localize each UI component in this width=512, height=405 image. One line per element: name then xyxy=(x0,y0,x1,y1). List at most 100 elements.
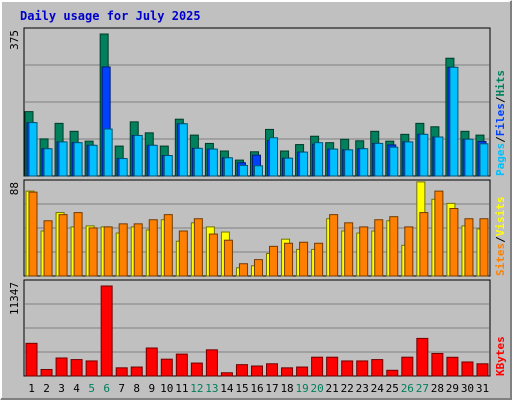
legend-kbytes: KBytes xyxy=(494,336,507,376)
day-label: 6 xyxy=(103,382,110,395)
sites-bar xyxy=(28,191,38,277)
day-label: 30 xyxy=(461,382,474,395)
day-label: 15 xyxy=(235,382,248,395)
day-label: 7 xyxy=(118,382,125,395)
pages-bar xyxy=(208,148,218,177)
sites-bar xyxy=(238,263,248,277)
day-label: 24 xyxy=(371,382,385,395)
pages-bar xyxy=(133,134,143,177)
day-label: 29 xyxy=(446,382,459,395)
kbytes-bar xyxy=(160,358,173,377)
legend-hits: Hits xyxy=(494,70,507,97)
legend-separator: / xyxy=(494,136,507,143)
day-label: 17 xyxy=(265,382,278,395)
kbytes-bar xyxy=(55,357,68,377)
day-label: 18 xyxy=(280,382,293,395)
sites-bar xyxy=(374,219,384,277)
pages-bar xyxy=(419,133,429,177)
legend-pages: Pages xyxy=(494,143,507,176)
sites-bar xyxy=(223,239,233,277)
kbytes-bar xyxy=(175,353,188,377)
sites-bar xyxy=(479,218,489,277)
kbytes-bar xyxy=(401,356,414,377)
pages-bar xyxy=(329,148,339,177)
kbytes-bar xyxy=(461,361,474,377)
kbytes-bar xyxy=(100,285,113,377)
pages-bar xyxy=(253,165,263,177)
sites-bar xyxy=(344,222,354,277)
kbytes-bar xyxy=(296,366,309,377)
kbytes-bar xyxy=(130,366,143,377)
kbytes-bar xyxy=(25,342,38,377)
day-label: 20 xyxy=(311,382,324,395)
day-label: 25 xyxy=(386,382,399,395)
kbytes-bar xyxy=(115,367,128,377)
sites-bar xyxy=(434,190,444,277)
day-label: 12 xyxy=(190,382,203,395)
kbytes-bar xyxy=(356,360,369,377)
day-label: 11 xyxy=(175,382,188,395)
day-label: 16 xyxy=(250,382,263,395)
kbytes-bar xyxy=(85,360,98,377)
kbytes-bar xyxy=(431,352,444,377)
x-axis-day-labels: 1 2 3 4 5 6 7 8 9 10 11 12 13 14 15 16 17 18 19 20 21 22 23 24 2… xyxy=(28,382,489,395)
panel-legend: KBytes xyxy=(494,336,507,376)
pages-bar xyxy=(314,142,324,177)
sites-bar xyxy=(133,223,143,277)
day-label: 21 xyxy=(326,382,339,395)
sites-bar xyxy=(148,219,158,277)
kbytes-bar xyxy=(70,359,83,377)
legend-separator: / xyxy=(494,236,507,243)
kbytes-bar xyxy=(371,359,384,377)
pages-bar xyxy=(58,141,68,177)
legend-files: Files xyxy=(494,103,507,136)
day-label: 23 xyxy=(356,382,369,395)
pages-bar xyxy=(43,148,53,177)
pages-bar xyxy=(103,128,113,177)
kbytes-bar xyxy=(341,360,354,377)
pages-bar xyxy=(28,122,38,177)
pages-bar xyxy=(118,158,128,177)
day-label: 28 xyxy=(431,382,444,395)
day-label: 4 xyxy=(73,382,80,395)
day-label: 31 xyxy=(476,382,489,395)
pages-bar xyxy=(464,138,474,177)
pages-bar xyxy=(178,123,188,177)
pages-bar xyxy=(479,143,489,177)
sites-bar xyxy=(163,214,173,277)
chart-panels: 375Pages/Files/Hits88Sites/Visits11347KB… xyxy=(8,27,507,377)
sites-bar xyxy=(58,214,68,277)
day-label: 14 xyxy=(220,382,234,395)
day-label: 19 xyxy=(295,382,308,395)
pages-bar xyxy=(73,142,83,177)
pages-bar xyxy=(434,136,444,177)
sites-bar xyxy=(253,259,263,277)
visits-sites-panel: 88 Sites/Visits xyxy=(8,179,507,277)
day-label: 22 xyxy=(341,382,354,395)
day-label: 13 xyxy=(205,382,218,395)
sites-bar xyxy=(464,218,474,277)
sites-bar xyxy=(404,226,414,277)
kbytes-bar xyxy=(476,363,489,377)
pages-bar xyxy=(404,141,414,177)
legend-visits: Visits xyxy=(494,197,507,237)
pages-bar xyxy=(148,144,158,177)
kbytes-bar xyxy=(446,356,459,377)
pages-bar xyxy=(88,144,98,177)
day-label: 8 xyxy=(133,382,140,395)
pages-bar xyxy=(269,137,279,177)
sites-bar xyxy=(43,220,53,277)
kbytes-bar xyxy=(311,356,324,377)
kbytes-bar xyxy=(386,369,399,377)
panel-legend: Pages/Files/Hits xyxy=(494,70,507,176)
day-label: 26 xyxy=(401,382,414,395)
pages-bar xyxy=(374,142,384,177)
sites-bar xyxy=(389,216,399,277)
sites-bar xyxy=(103,226,113,277)
sites-bar xyxy=(359,226,369,277)
sites-bar xyxy=(299,241,309,277)
